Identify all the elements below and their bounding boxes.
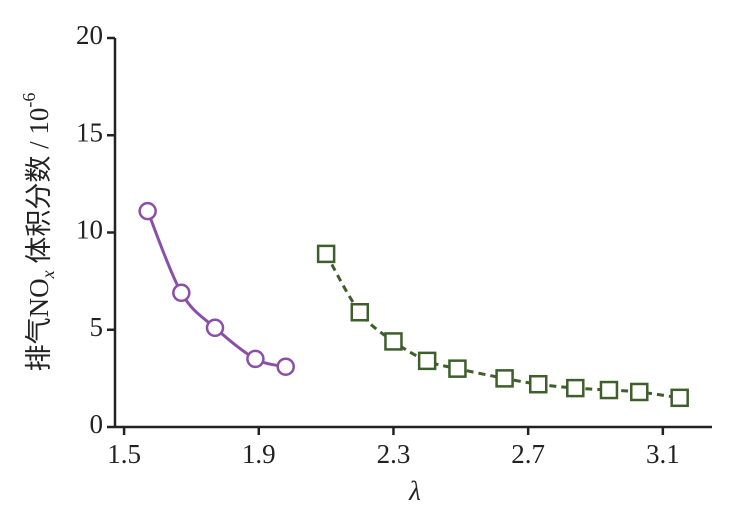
- point: [495, 369, 514, 388]
- x-axis-label: λ: [408, 476, 421, 506]
- series-line: [146, 210, 287, 369]
- y-label-rest: 体积分数 / 10: [24, 108, 54, 271]
- point: [246, 349, 265, 369]
- y-label-sub: x: [38, 270, 58, 279]
- point: [670, 388, 689, 408]
- point: [172, 283, 191, 303]
- point: [316, 244, 336, 264]
- x-tick-label: 1.5: [107, 439, 141, 469]
- y-tick-label: 0: [90, 409, 104, 439]
- y-tick-label: 15: [76, 117, 103, 147]
- y-label-sup: -6: [19, 93, 39, 108]
- point: [350, 302, 370, 322]
- x-tick-label: 3.1: [646, 439, 680, 469]
- y-tick-label: 20: [76, 20, 103, 50]
- point: [599, 380, 619, 400]
- point: [630, 382, 649, 402]
- y-axis-label: 排气NOx 体积分数 / 10-6: [19, 93, 58, 372]
- point: [417, 351, 437, 371]
- point: [138, 201, 157, 221]
- x-tick-label: 2.7: [511, 439, 545, 469]
- point: [448, 359, 467, 378]
- x-tick-label: 2.3: [377, 439, 411, 469]
- point: [205, 318, 225, 338]
- point: [276, 357, 295, 376]
- x-tick-label: 1.9: [242, 439, 276, 469]
- y-tick-label: 5: [90, 312, 104, 342]
- y-label-main: 排气NO: [24, 278, 54, 371]
- y-tick-label: 10: [76, 215, 103, 245]
- point: [566, 378, 585, 398]
- point: [529, 374, 548, 394]
- point: [384, 332, 403, 351]
